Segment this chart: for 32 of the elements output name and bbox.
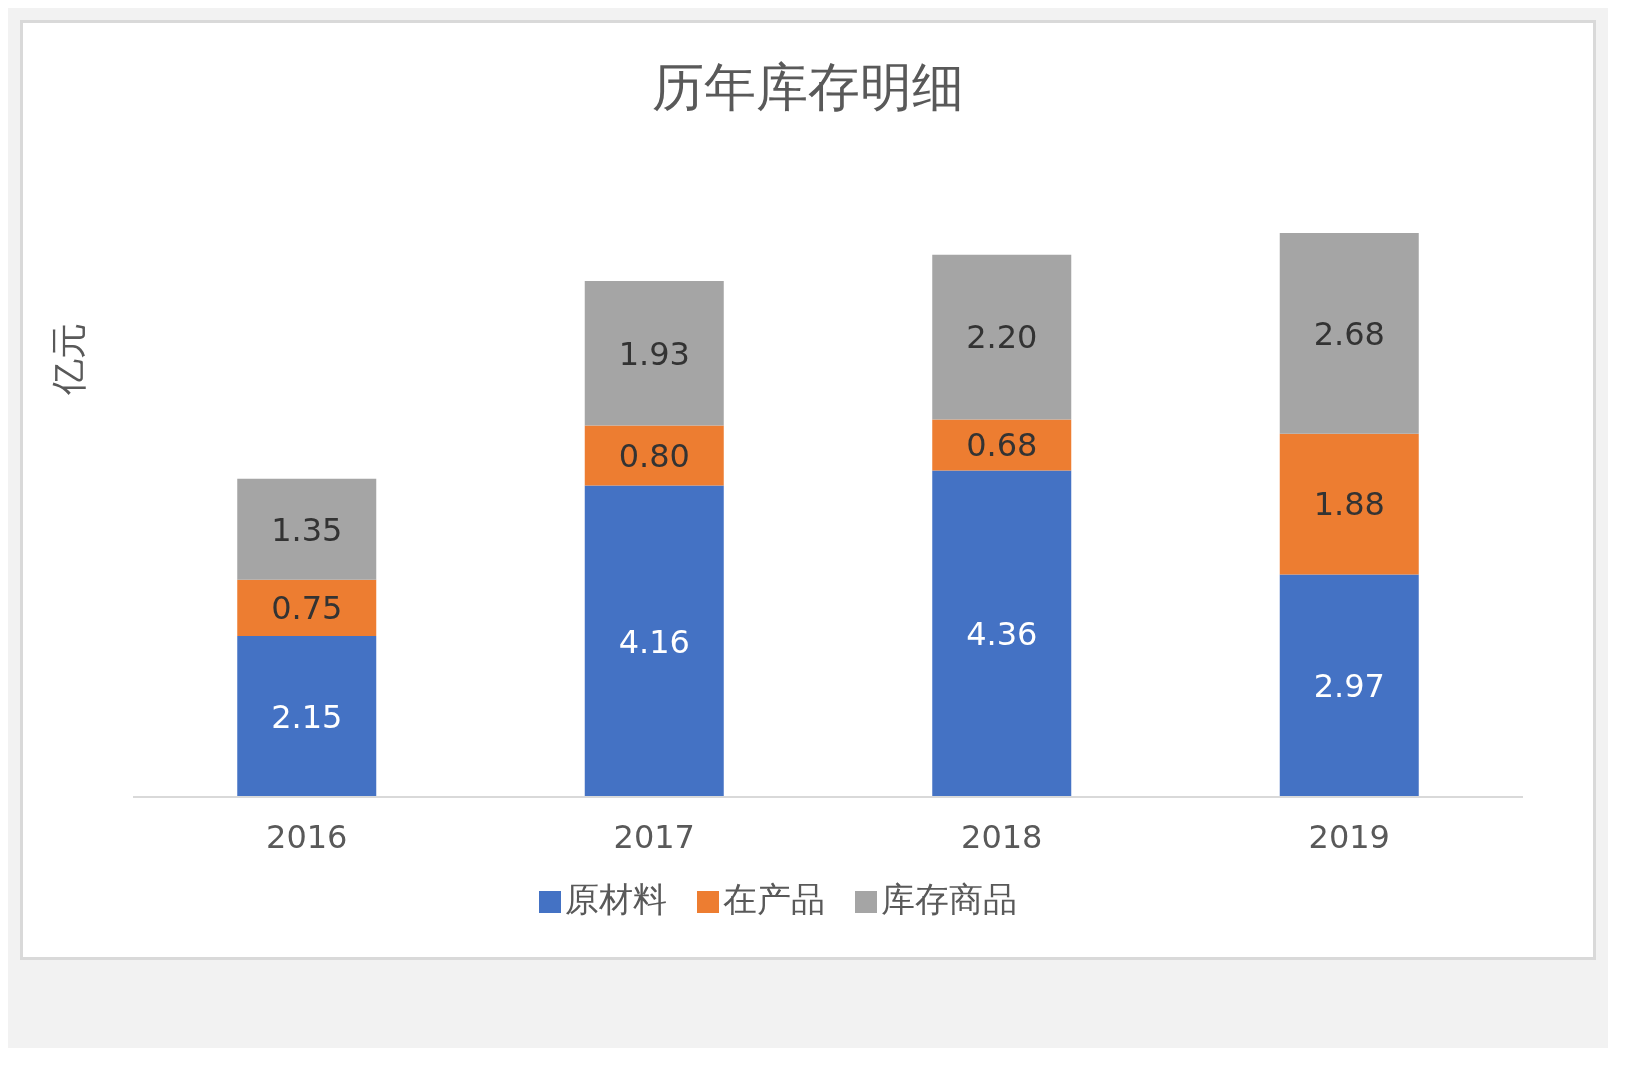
data-label: 0.80 bbox=[618, 436, 690, 475]
data-label: 2.15 bbox=[271, 697, 343, 736]
data-label: 1.88 bbox=[1313, 485, 1385, 524]
legend-label: 在产品 bbox=[723, 879, 825, 919]
bar bbox=[1279, 233, 1419, 434]
y-axis-title: 亿元 bbox=[47, 323, 89, 396]
bar bbox=[237, 635, 377, 797]
x-tick-label: 2016 bbox=[266, 817, 348, 856]
data-label: 0.75 bbox=[271, 589, 343, 628]
data-label: 1.93 bbox=[618, 334, 690, 373]
chart-title: 历年库存明细 bbox=[651, 56, 965, 119]
data-label: 2.68 bbox=[1313, 314, 1385, 353]
bar bbox=[932, 254, 1072, 420]
bar bbox=[584, 485, 724, 797]
data-label: 0.68 bbox=[966, 426, 1038, 465]
bar bbox=[1279, 574, 1419, 797]
data-label: 4.36 bbox=[966, 615, 1038, 654]
legend-label: 原材料 bbox=[565, 879, 667, 919]
data-label: 2.97 bbox=[1313, 667, 1385, 706]
data-label: 1.35 bbox=[271, 510, 343, 549]
x-tick-label: 2017 bbox=[613, 817, 695, 856]
bar bbox=[237, 579, 377, 636]
bar bbox=[237, 478, 377, 580]
legend-label: 库存商品 bbox=[881, 879, 1017, 919]
bar bbox=[1279, 433, 1419, 575]
x-tick-label: 2018 bbox=[961, 817, 1043, 856]
data-label: 4.16 bbox=[618, 622, 690, 661]
bar bbox=[932, 470, 1072, 797]
data-label: 2.20 bbox=[966, 318, 1038, 357]
bar bbox=[584, 425, 724, 486]
x-tick-label: 2019 bbox=[1308, 817, 1390, 856]
bar bbox=[584, 280, 724, 426]
